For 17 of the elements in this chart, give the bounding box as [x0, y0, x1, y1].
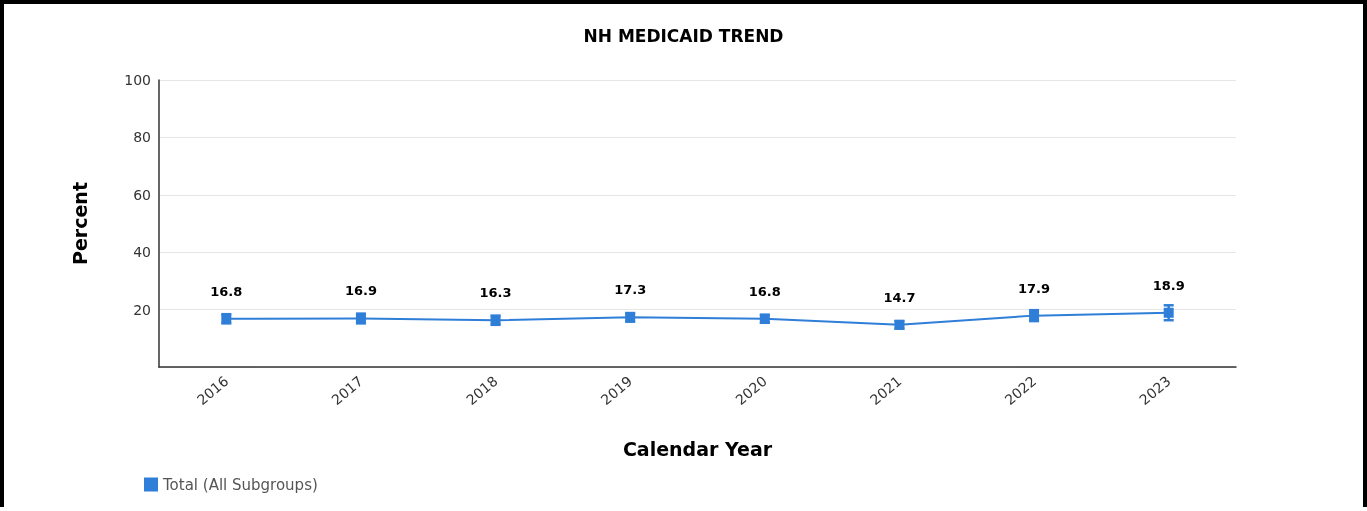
data-label: 14.7: [883, 289, 916, 305]
data-label: 16.3: [479, 285, 512, 301]
y-tick-label: 80: [133, 129, 151, 146]
data-label: 17.9: [1018, 280, 1051, 296]
y-tick-label: 60: [133, 186, 151, 203]
chart-title: NH MEDICAID TREND: [583, 25, 784, 46]
legend-label: Total (All Subgroups): [162, 475, 318, 494]
data-label: 18.9: [1152, 277, 1185, 293]
data-label: 16.8: [210, 283, 243, 299]
y-axis-title: Percent: [68, 182, 91, 265]
data-label: 16.8: [748, 283, 781, 299]
data-label: 16.9: [344, 283, 377, 299]
y-tick-label: 20: [133, 301, 151, 318]
y-tick-label: 40: [133, 244, 151, 261]
data-label: 17.3: [614, 282, 647, 298]
x-axis-title: Calendar Year: [622, 437, 773, 460]
y-tick-label: 100: [124, 72, 151, 88]
